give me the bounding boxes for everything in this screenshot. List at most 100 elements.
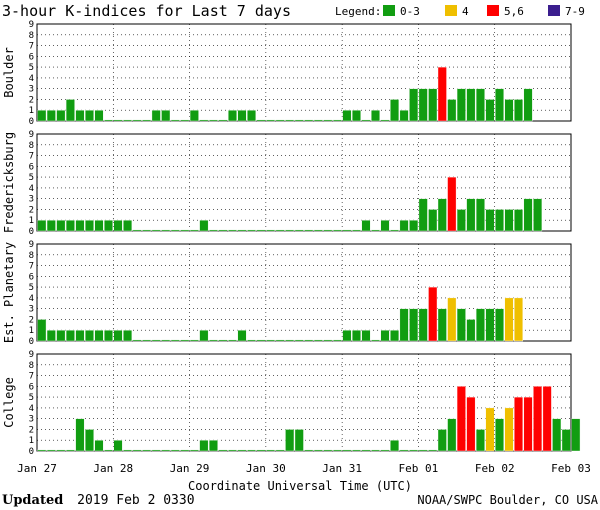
- k-index-bar: [37, 110, 47, 121]
- k-index-bar-edge: [504, 297, 514, 342]
- k-index-bar-edge: [151, 339, 161, 342]
- y-tick-label: 6: [29, 272, 34, 282]
- k-index-bar-edge: [256, 449, 266, 452]
- k-index-bar-edge: [409, 220, 419, 232]
- k-index-bar: [56, 449, 66, 451]
- k-index-bar-edge: [218, 449, 228, 452]
- k-index-bar-edge: [399, 220, 409, 232]
- k-index-bar-edge: [132, 229, 142, 232]
- k-index-bar-edge: [514, 297, 524, 342]
- k-index-bar-edge: [361, 330, 371, 342]
- y-tick-label: 8: [29, 31, 34, 41]
- k-index-bar-edge: [466, 198, 476, 232]
- k-index-bar: [218, 339, 228, 341]
- k-index-bar-edge: [380, 119, 390, 122]
- k-index-bar: [476, 308, 485, 341]
- k-index-bar: [514, 297, 523, 341]
- k-index-bar: [228, 339, 237, 341]
- k-index-bar: [514, 99, 523, 121]
- k-index-bar: [457, 308, 466, 341]
- k-index-bar-edge: [285, 119, 295, 122]
- k-index-bar: [247, 339, 256, 341]
- legend-swatch-0-3: [383, 5, 395, 16]
- k-index-bar: [113, 330, 123, 341]
- k-index-bar-edge: [294, 119, 304, 122]
- k-index-bar-edge: [237, 229, 247, 232]
- k-index-bar: [447, 418, 457, 451]
- k-index-bar-edge: [390, 440, 400, 452]
- y-tick-label: 3: [29, 415, 34, 425]
- k-index-bar: [228, 229, 237, 231]
- k-index-bar: [209, 229, 218, 231]
- x-tick-label: Jan 27: [17, 462, 57, 475]
- k-index-bar: [333, 229, 342, 231]
- k-index-bar: [171, 119, 180, 121]
- k-index-bar: [504, 407, 514, 451]
- k-index-bar: [285, 229, 294, 231]
- k-index-bar-edge: [180, 339, 190, 342]
- k-index-bar: [390, 440, 399, 451]
- k-index-bar: [447, 297, 457, 341]
- k-index-bar-edge: [132, 449, 142, 452]
- k-index-bar: [47, 220, 56, 231]
- k-index-bar-edge: [332, 119, 342, 122]
- k-index-bar-edge: [208, 229, 218, 232]
- x-tick-label: Feb 01: [399, 462, 439, 475]
- k-index-bar: [228, 110, 237, 121]
- k-index-bar-edge: [218, 229, 228, 232]
- k-index-bar: [495, 88, 504, 121]
- k-index-bar: [237, 110, 247, 121]
- k-index-bar: [447, 99, 457, 121]
- k-index-bar: [228, 449, 237, 451]
- k-index-bar-edge: [514, 99, 524, 122]
- legend-swatch-5-6: [487, 5, 499, 16]
- k-index-bar-edge: [37, 449, 47, 452]
- k-index-bar-edge: [456, 88, 466, 122]
- k-index-bar: [571, 418, 581, 451]
- k-index-bar: [56, 330, 66, 341]
- k-index-bar-edge: [399, 449, 409, 452]
- k-index-bar: [47, 449, 56, 451]
- k-index-bar-edge: [132, 339, 142, 342]
- k-index-bar: [485, 99, 495, 121]
- chart-title: 3-hour K-indices for Last 7 days: [2, 2, 291, 20]
- k-index-bar-edge: [247, 339, 257, 342]
- k-index-bar: [266, 119, 275, 121]
- k-index-bar: [190, 229, 199, 231]
- k-index-bar: [247, 110, 256, 121]
- k-index-bar: [495, 308, 504, 341]
- k-index-bar-edge: [456, 308, 466, 342]
- k-index-bar: [66, 449, 75, 451]
- k-index-bar-edge: [294, 429, 304, 452]
- k-index-bar: [333, 339, 342, 341]
- k-index-bar: [104, 449, 113, 451]
- k-index-bar-edge: [504, 407, 514, 452]
- k-index-bar: [75, 110, 85, 121]
- k-index-bar-edge: [495, 209, 504, 232]
- k-index-bar: [275, 119, 285, 121]
- k-index-bar: [495, 209, 504, 231]
- k-index-bar-edge: [56, 330, 66, 342]
- y-tick-label: 4: [29, 404, 34, 414]
- k-index-bar: [190, 110, 199, 121]
- k-index-bar: [399, 220, 409, 231]
- k-index-bar-edge: [495, 88, 504, 122]
- k-index-bar-edge: [123, 449, 133, 452]
- k-index-bar: [237, 449, 247, 451]
- k-index-bar-edge: [361, 449, 371, 452]
- k-index-bar: [361, 330, 371, 341]
- k-index-bar: [132, 119, 142, 121]
- y-tick-label: 9: [29, 130, 34, 140]
- k-index-bar: [476, 88, 485, 121]
- y-tick-label: 5: [29, 173, 34, 183]
- k-index-bar: [85, 110, 94, 121]
- k-index-bar-edge: [447, 418, 457, 452]
- k-index-bar-edge: [161, 229, 171, 232]
- k-index-bar-edge: [46, 449, 56, 452]
- k-index-bar-edge: [409, 449, 419, 452]
- panel-name: College: [2, 377, 16, 428]
- k-index-bar-edge: [275, 229, 285, 232]
- k-index-bar: [161, 339, 170, 341]
- k-index-bar: [256, 449, 266, 451]
- k-index-bar-edge: [247, 449, 257, 452]
